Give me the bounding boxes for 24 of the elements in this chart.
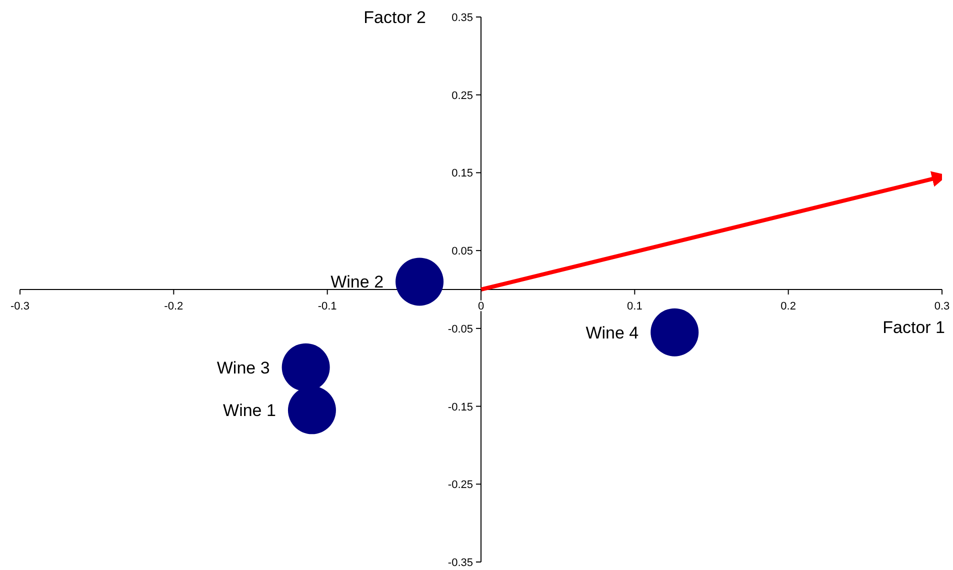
x-axis-title: Factor 1 bbox=[882, 318, 945, 338]
series-label: Wine 2 bbox=[330, 272, 384, 292]
y-tick-label: 0.25 bbox=[452, 90, 473, 102]
point bbox=[288, 386, 336, 434]
series-label: Wine 1 bbox=[223, 401, 276, 420]
x-tick-label: 0.2 bbox=[780, 300, 796, 312]
y-tick-label: -0.15 bbox=[448, 401, 473, 414]
point bbox=[650, 308, 699, 356]
point bbox=[396, 258, 444, 306]
x-tick-label: -0.2 bbox=[164, 300, 184, 312]
x-tick-label: -0.1 bbox=[318, 300, 337, 312]
x-tick-label: 0.1 bbox=[627, 300, 642, 312]
series-label: Wine 4 bbox=[586, 323, 639, 342]
series-label: Wine 3 bbox=[216, 358, 270, 378]
y-tick-label: 0.05 bbox=[452, 246, 473, 258]
y-tick-label: -0.35 bbox=[448, 557, 473, 569]
x-tick-label: -0.3 bbox=[10, 300, 30, 312]
y-tick-label: 0.35 bbox=[452, 12, 473, 24]
y-axis-title: Factor 2 bbox=[364, 8, 426, 28]
point bbox=[282, 343, 330, 392]
x-tick-label: 0.3 bbox=[934, 300, 950, 312]
y-tick-label: -0.05 bbox=[448, 323, 473, 336]
y-tick-label: -0.25 bbox=[448, 479, 473, 492]
y-tick-label: 0.15 bbox=[452, 168, 473, 180]
